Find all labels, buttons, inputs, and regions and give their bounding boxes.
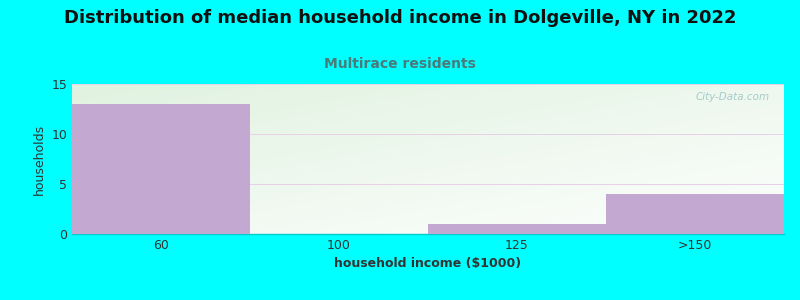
Bar <box>72 104 250 234</box>
X-axis label: household income ($1000): household income ($1000) <box>334 257 522 270</box>
Text: Distribution of median household income in Dolgeville, NY in 2022: Distribution of median household income … <box>64 9 736 27</box>
Text: City-Data.com: City-Data.com <box>696 92 770 101</box>
Bar <box>606 194 784 234</box>
Text: Multirace residents: Multirace residents <box>324 57 476 71</box>
Bar <box>428 224 606 234</box>
Y-axis label: households: households <box>33 123 46 195</box>
